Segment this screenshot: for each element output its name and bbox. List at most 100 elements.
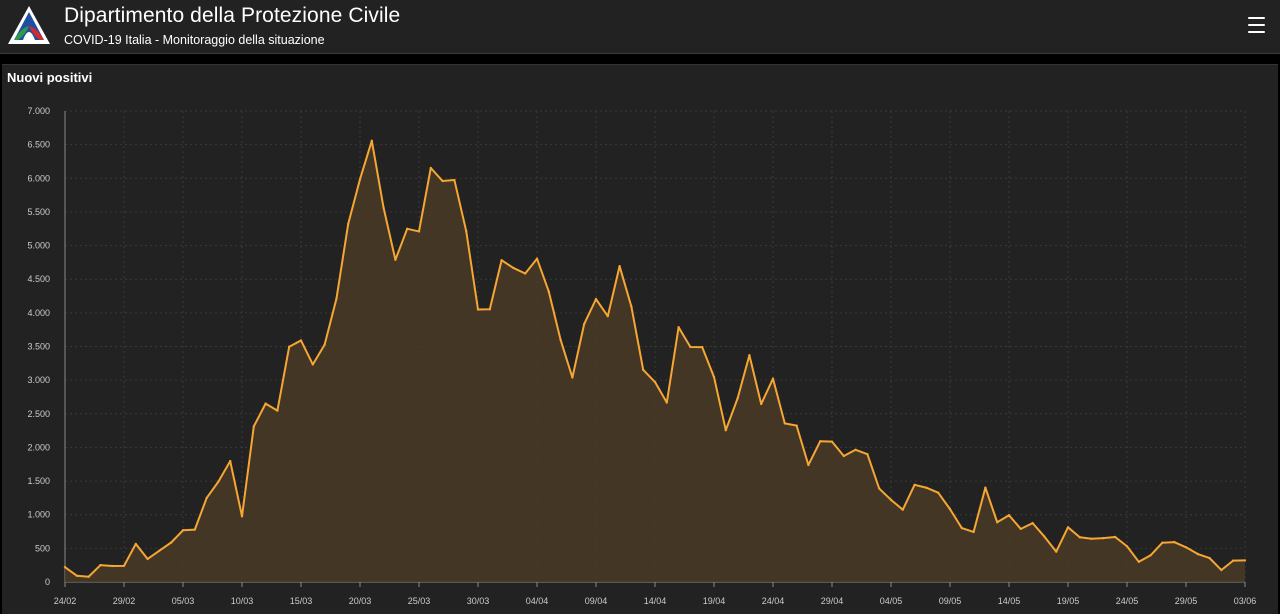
- data-point: [1220, 568, 1223, 572]
- data-point: [1196, 552, 1200, 556]
- data-point: [1125, 545, 1129, 548]
- data-point: [960, 526, 963, 530]
- y-tick-label: 7.000: [27, 106, 50, 116]
- data-point: [488, 308, 491, 311]
- y-tick-label: 5.500: [27, 207, 50, 217]
- data-point: [299, 339, 303, 342]
- data-point: [948, 507, 952, 511]
- x-tick-label: 20/03: [349, 596, 372, 606]
- x-tick-label: 29/02: [113, 596, 136, 606]
- data-point: [830, 440, 834, 443]
- x-tick-label: 29/05: [1175, 596, 1198, 606]
- data-point: [594, 297, 598, 301]
- data-point: [217, 480, 220, 483]
- data-point: [535, 257, 539, 260]
- data-point: [901, 508, 904, 511]
- x-tick-label: 29/04: [821, 596, 844, 606]
- data-point: [288, 345, 291, 348]
- data-point: [1102, 536, 1105, 540]
- data-point: [866, 452, 869, 456]
- data-point: [1184, 546, 1188, 549]
- data-point: [606, 314, 609, 318]
- data-point: [453, 178, 456, 182]
- y-tick-label: 2.000: [27, 442, 50, 452]
- x-tick-label: 24/02: [54, 596, 77, 606]
- y-tick-label: 1.500: [27, 476, 50, 486]
- panel-title: Nuovi positivi: [7, 70, 93, 85]
- data-point: [1161, 541, 1164, 544]
- data-point: [819, 440, 822, 443]
- x-tick-label: 03/06: [1234, 596, 1257, 606]
- data-point: [441, 179, 444, 183]
- x-tick-label: 14/04: [644, 596, 667, 606]
- x-tick-label: 09/04: [585, 596, 608, 606]
- data-point: [63, 565, 67, 569]
- data-point: [1078, 536, 1082, 539]
- data-point: [252, 425, 255, 428]
- data-point: [583, 322, 586, 326]
- y-tick-label: 3.000: [27, 375, 50, 385]
- y-tick-label: 2.500: [27, 409, 50, 419]
- y-tick-label: 6.000: [27, 173, 50, 183]
- data-point: [347, 222, 350, 226]
- data-point: [760, 402, 763, 406]
- data-point: [1007, 514, 1011, 517]
- data-point: [771, 377, 775, 380]
- data-point: [571, 376, 574, 379]
- nuovi-positivi-chart: 0 500 1.000 1.500 2.000 2.500 3.000 3.500 4.000 4…: [27, 106, 1257, 606]
- data-point: [854, 448, 857, 451]
- data-point: [158, 549, 161, 552]
- data-point: [1066, 526, 1070, 529]
- data-point: [1055, 550, 1058, 553]
- data-point: [406, 227, 409, 231]
- data-point: [170, 541, 173, 544]
- data-point: [665, 401, 668, 404]
- series-area-nuovi-positivi: [65, 140, 1245, 582]
- y-tick-label: 4.000: [27, 308, 50, 318]
- data-point: [1043, 535, 1046, 538]
- data-point: [736, 397, 739, 400]
- data-point: [181, 529, 185, 532]
- y-tick-label: 6.500: [27, 140, 50, 150]
- data-point: [1173, 540, 1176, 544]
- data-point: [276, 409, 279, 412]
- data-point: [1090, 537, 1093, 541]
- data-point: [618, 264, 621, 268]
- data-point: [724, 429, 727, 432]
- data-point: [512, 266, 515, 270]
- data-point: [358, 178, 362, 181]
- data-point: [783, 422, 786, 425]
- data-point: [748, 354, 751, 357]
- app-subtitle: COVID-19 Italia - Monitoraggio della sit…: [64, 33, 325, 47]
- app-title: Dipartimento della Protezione Civile: [64, 4, 401, 27]
- data-point: [996, 521, 999, 524]
- data-point: [712, 375, 716, 379]
- data-point: [1031, 521, 1034, 525]
- y-tick-label: 0: [45, 577, 50, 587]
- data-point: [642, 368, 645, 372]
- data-point: [122, 564, 126, 568]
- data-point: [465, 229, 468, 233]
- data-point: [677, 326, 680, 329]
- data-point: [394, 258, 397, 261]
- data-point: [323, 343, 326, 346]
- x-tick-label: 10/03: [231, 596, 254, 606]
- data-point: [134, 542, 137, 546]
- x-tick-label: 15/03: [290, 596, 313, 606]
- x-tick-label: 24/05: [1116, 596, 1139, 606]
- data-point: [1208, 556, 1211, 560]
- data-point: [984, 486, 987, 489]
- y-tick-label: 500: [35, 543, 50, 553]
- data-point: [111, 564, 114, 568]
- data-point: [264, 402, 267, 405]
- data-point: [889, 498, 893, 502]
- data-point: [795, 424, 798, 427]
- data-point: [240, 515, 244, 518]
- y-tick-label: 4.500: [27, 274, 50, 284]
- y-tick-label: 1.000: [27, 510, 50, 520]
- hamburger-menu-icon[interactable]: [1246, 14, 1270, 36]
- data-point: [99, 563, 102, 567]
- data-point: [1019, 527, 1022, 531]
- data-point: [689, 345, 692, 349]
- x-tick-label: 04/04: [526, 596, 549, 606]
